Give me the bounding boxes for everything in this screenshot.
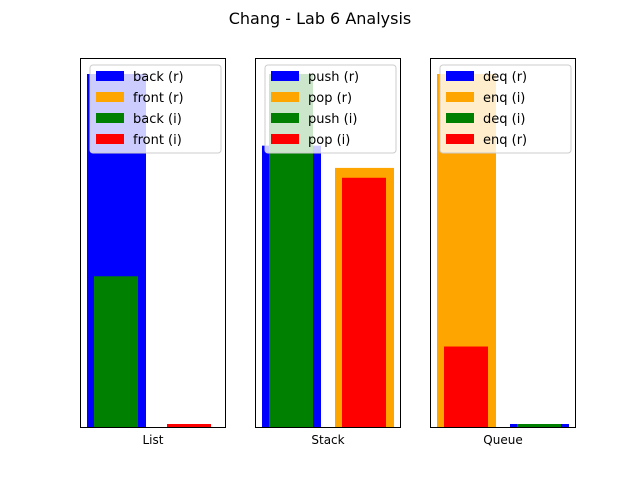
legend: push (r) pop (r) push (i) pop (i): [264, 64, 397, 154]
bar-enq-r-cat0: [444, 346, 488, 427]
bars: [262, 74, 394, 427]
x-axis-label: List: [143, 433, 164, 447]
chart-panel-2: Queue deq (r) enq (i) deq (i) enq (r): [430, 58, 576, 447]
legend-label: push (r): [308, 70, 359, 85]
legend-label: deq (r): [483, 70, 527, 85]
legend-label: back (r): [133, 70, 184, 85]
legend-swatch: [96, 71, 124, 81]
axes-frame: [430, 58, 576, 428]
x-axis-label: Queue: [483, 433, 522, 447]
axes-frame: [80, 58, 226, 428]
legend-label: enq (i): [483, 91, 525, 106]
legend: back (r) front (r) back (i) front (i): [89, 64, 222, 154]
chart-panel-1: Stack push (r) pop (r) push (i) pop (i): [255, 58, 401, 447]
legend-label: front (r): [133, 91, 184, 106]
legend-box: [264, 64, 397, 154]
x-axis-label: Stack: [311, 433, 344, 447]
legend: deq (r) enq (i) deq (i) enq (r): [439, 64, 572, 154]
legend-swatch: [446, 134, 474, 144]
legend-swatch: [271, 92, 299, 102]
legend-label: enq (r): [483, 133, 527, 148]
legend-box: [439, 64, 572, 154]
legend-label: back (i): [133, 112, 182, 127]
legend-label: push (i): [308, 112, 357, 127]
axes-frame: [255, 58, 401, 428]
legend-label: pop (i): [308, 133, 350, 148]
legend-label: pop (r): [308, 91, 352, 106]
legend-swatch: [96, 113, 124, 123]
bar-deq-i-cat1: [517, 424, 561, 427]
legend-swatch: [271, 134, 299, 144]
legend-swatch: [271, 113, 299, 123]
legend-swatch: [446, 113, 474, 123]
chart-panel-0: List back (r) front (r) back (i) front (i): [80, 58, 226, 447]
legend-swatch: [446, 71, 474, 81]
legend-label: deq (i): [483, 112, 525, 127]
legend-swatch: [271, 71, 299, 81]
bar-pop-i-cat1: [342, 177, 386, 427]
legend-label: front (i): [133, 133, 182, 148]
legend-swatch: [96, 134, 124, 144]
legend-swatch: [446, 92, 474, 102]
bar-back-i-cat0: [94, 276, 138, 427]
legend-swatch: [96, 92, 124, 102]
bar-front-i-cat1: [167, 424, 211, 427]
figure-title: Chang - Lab 6 Analysis: [229, 9, 412, 28]
legend-box: [89, 64, 222, 154]
